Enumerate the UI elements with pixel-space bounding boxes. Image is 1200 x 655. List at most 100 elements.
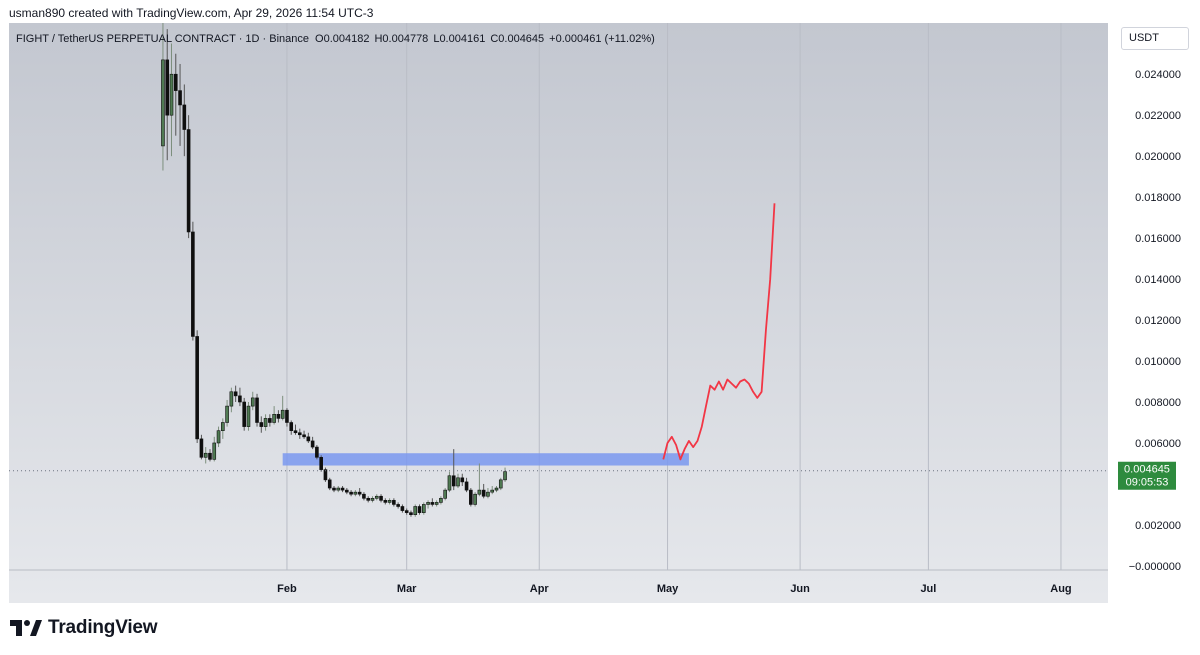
candle-body bbox=[477, 489, 482, 495]
price-tick-label: 0.020000 bbox=[1135, 151, 1181, 163]
candle-body bbox=[345, 489, 349, 493]
candle bbox=[473, 492, 477, 507]
chart-background bbox=[9, 23, 1108, 603]
candle-body bbox=[443, 489, 447, 499]
candle-body bbox=[195, 336, 199, 440]
price-tick-label: 0.014000 bbox=[1135, 274, 1181, 286]
candle bbox=[439, 496, 443, 505]
price-tick-label: 0.018000 bbox=[1135, 192, 1181, 204]
candle bbox=[285, 408, 289, 427]
candle bbox=[225, 399, 229, 427]
support-zone[interactable] bbox=[282, 453, 689, 466]
candle bbox=[443, 488, 447, 501]
candle-body bbox=[263, 418, 268, 427]
candle bbox=[169, 43, 174, 157]
chart-panel[interactable]: FIGHT / TetherUS PERPETUAL CONTRACT · 1D… bbox=[9, 23, 1190, 603]
price-chart[interactable]: FIGHT / TetherUS PERPETUAL CONTRACT · 1D… bbox=[9, 23, 1190, 603]
candle bbox=[233, 385, 238, 403]
candle bbox=[238, 387, 242, 407]
candle-body bbox=[276, 413, 281, 419]
candle-body bbox=[289, 422, 294, 431]
candle-body bbox=[366, 497, 371, 501]
price-tick-label: 0.012000 bbox=[1135, 315, 1181, 327]
candle bbox=[199, 434, 204, 460]
candle bbox=[268, 414, 272, 427]
candle-body bbox=[250, 397, 255, 407]
candle bbox=[392, 498, 396, 507]
candle-body bbox=[336, 487, 341, 491]
candle bbox=[370, 496, 375, 503]
symbol-legend[interactable]: FIGHT / TetherUS PERPETUAL CONTRACT · 1D… bbox=[16, 33, 655, 45]
candle bbox=[486, 488, 490, 499]
candle-body bbox=[319, 457, 323, 470]
candle bbox=[191, 221, 195, 341]
candle-body bbox=[216, 430, 221, 444]
candle-body bbox=[353, 491, 358, 495]
candle bbox=[293, 424, 298, 435]
candle-body bbox=[498, 479, 503, 489]
candle bbox=[503, 467, 507, 482]
candle bbox=[494, 486, 499, 493]
usdt-button[interactable]: USDT bbox=[1121, 27, 1189, 50]
candle bbox=[263, 414, 268, 431]
candle bbox=[366, 496, 371, 503]
candle-body bbox=[208, 452, 212, 460]
candle bbox=[221, 418, 225, 439]
candle-body bbox=[417, 506, 422, 513]
candle-body bbox=[456, 477, 460, 487]
candle bbox=[336, 486, 341, 493]
candle bbox=[315, 445, 319, 460]
candle bbox=[477, 463, 482, 497]
price-tick-label: 0.016000 bbox=[1135, 233, 1181, 245]
candle bbox=[426, 500, 430, 509]
tradingview-wordmark: TradingView bbox=[48, 617, 158, 638]
candle-body bbox=[396, 504, 400, 507]
candle-body bbox=[161, 59, 165, 147]
candle-body bbox=[379, 495, 383, 501]
price-tick-label: 0.006000 bbox=[1135, 438, 1181, 450]
last-price-label: 0.004645 bbox=[1124, 464, 1170, 476]
candle bbox=[353, 490, 358, 497]
candle-body bbox=[173, 73, 178, 91]
candle-body bbox=[169, 73, 174, 116]
candle-body bbox=[302, 434, 306, 438]
candle bbox=[319, 455, 323, 472]
candle bbox=[404, 508, 409, 515]
candle bbox=[242, 397, 246, 431]
candle-body bbox=[293, 430, 298, 434]
candle bbox=[340, 486, 345, 493]
candle bbox=[327, 477, 332, 491]
candle-body bbox=[426, 502, 430, 505]
candle-body bbox=[481, 489, 486, 497]
grid-lines bbox=[286, 23, 1062, 570]
candle bbox=[430, 498, 435, 507]
candle bbox=[297, 428, 302, 439]
candle-body bbox=[306, 436, 311, 442]
candle-body bbox=[451, 475, 456, 487]
candle-body bbox=[186, 129, 191, 233]
candle-body bbox=[349, 491, 353, 495]
projection-path[interactable] bbox=[662, 203, 776, 461]
candle bbox=[276, 410, 281, 423]
candle bbox=[417, 504, 422, 515]
candle bbox=[383, 498, 388, 505]
candle-body bbox=[473, 493, 477, 505]
candle-body bbox=[280, 409, 285, 419]
candle bbox=[490, 486, 495, 495]
candle-body bbox=[182, 104, 187, 130]
tradingview-logo[interactable]: TradingView bbox=[10, 616, 158, 640]
candle-body bbox=[259, 422, 264, 427]
candle-body bbox=[370, 497, 375, 501]
candle-body bbox=[374, 495, 379, 499]
candle-body bbox=[212, 442, 217, 460]
candle bbox=[400, 504, 405, 513]
candle bbox=[464, 477, 469, 493]
candle-body bbox=[413, 506, 418, 515]
candle bbox=[212, 436, 217, 462]
candle-body bbox=[409, 512, 413, 515]
candle-body bbox=[323, 469, 328, 481]
candle-body bbox=[383, 500, 388, 503]
candle bbox=[186, 115, 191, 239]
candle-body bbox=[494, 487, 499, 491]
candle bbox=[161, 23, 165, 171]
